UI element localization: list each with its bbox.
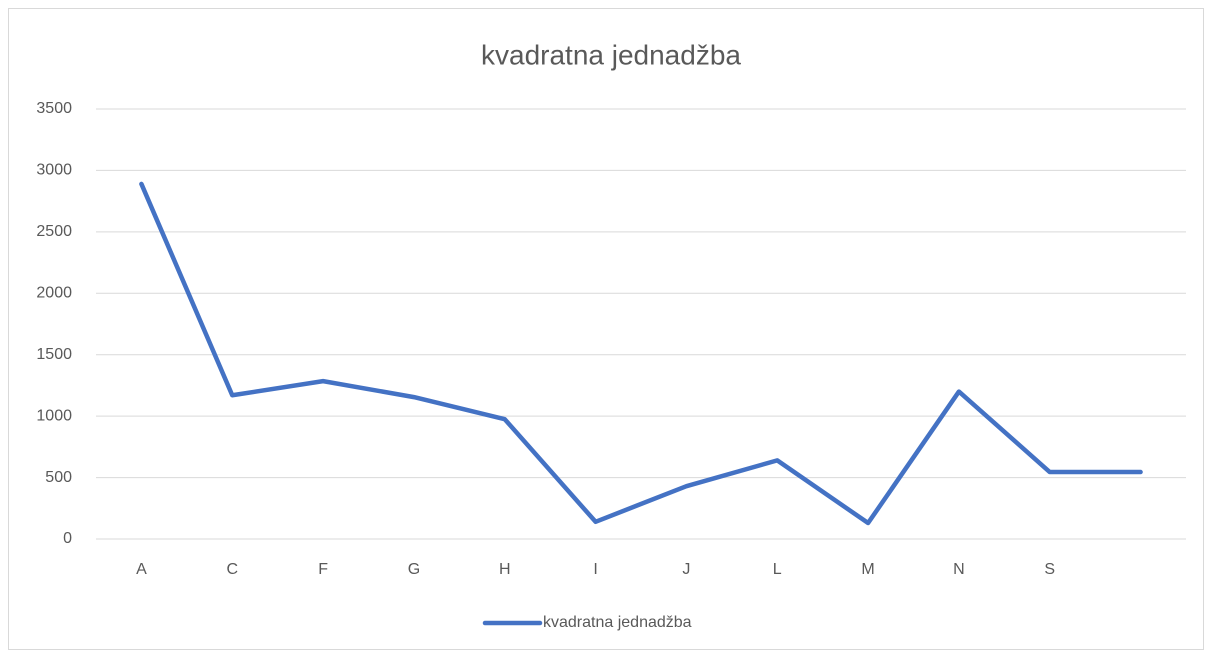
legend-label: kvadratna jednadžba [543,614,692,631]
x-tick-label: M [861,561,874,578]
x-tick-label: S [1044,561,1055,578]
series-line [139,181,1143,526]
x-tick-label: L [773,561,782,578]
x-tick-label: A [136,561,147,578]
chart-border [8,8,1204,650]
y-tick-label: 2000 [36,285,72,302]
y-tick-label: 1500 [36,346,72,363]
x-tick-label: N [953,561,965,578]
x-tick-label: H [499,561,511,578]
y-tick-label: 1000 [36,407,72,424]
x-tick-label: C [226,561,238,578]
y-tick-label: 2500 [36,223,72,240]
x-tick-label: J [682,561,690,578]
y-tick-label: 3000 [36,162,72,179]
chart-title: kvadratna jednadžba [481,39,741,70]
x-tick-label: G [408,561,420,578]
y-tick-label: 3500 [36,100,72,117]
x-tick-label: F [318,561,328,578]
y-tick-label: 500 [45,469,72,486]
x-tick-label: I [593,561,597,578]
y-tick-label: 0 [63,530,72,547]
